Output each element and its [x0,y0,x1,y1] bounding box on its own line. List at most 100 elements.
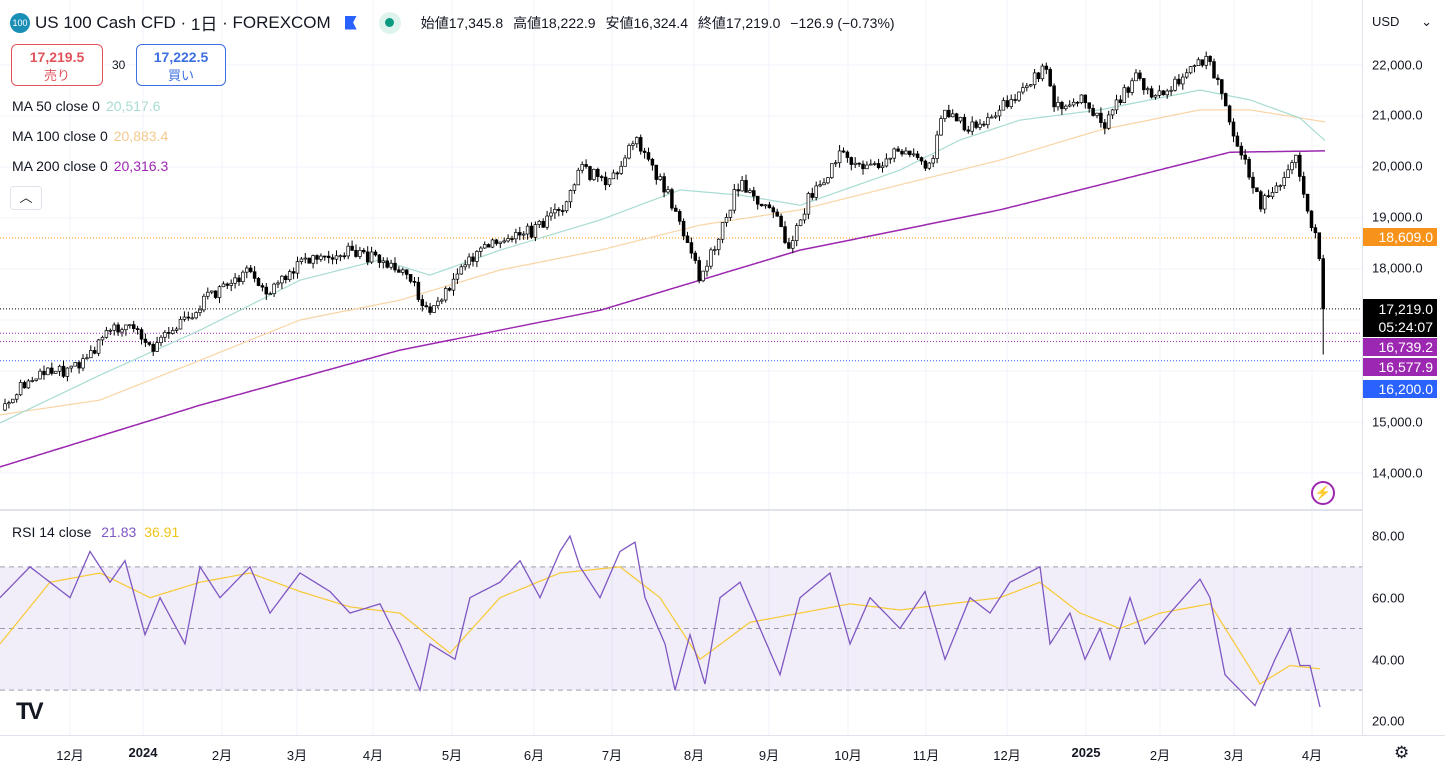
candle-body [560,210,565,212]
price-tick: 14,000.0 [1372,465,1423,481]
collapse-legend-button[interactable]: ︿ [10,186,42,210]
candle-body [950,113,955,118]
ma50-line [0,89,1326,424]
candle-body [1087,102,1091,109]
ma100-legend[interactable]: MA 100 close 0 20,883.4 [12,128,169,144]
interval[interactable]: 1日 [190,15,218,34]
candle-body [311,255,315,264]
rsi-ma-line [0,566,1321,685]
ma50-legend[interactable]: MA 50 close 0 20,517.6 [12,98,161,114]
candle-body [455,273,460,280]
rsi-tick: 80.00 [1372,528,1405,544]
candle-body [404,269,409,275]
candle-body [330,257,335,260]
candle-body [841,150,846,153]
candle-body [397,269,401,273]
candle-body [837,150,842,164]
sell-button[interactable]: 17,219.5 売り [11,44,103,86]
candle-body [139,329,144,340]
candle-body [701,270,705,282]
candle-body [654,164,659,180]
candle-body [833,162,838,165]
ma200-legend[interactable]: MA 200 close 0 20,316.3 [12,158,169,174]
candle-body [533,224,538,238]
price-chart[interactable] [0,0,1362,735]
candle-body [736,189,740,192]
candle-body [748,190,752,193]
rsi-legend[interactable]: RSI 14 close 21.83 36.91 [12,524,180,540]
candle-body [233,277,237,284]
symbol-name[interactable]: US 100 Cash CFD [35,12,176,32]
candle-body [26,380,31,389]
candle-body [599,176,604,178]
time-tick: 2025 [1071,745,1101,760]
candle-body [716,238,721,250]
candle-body [358,249,362,257]
candle-body [1200,59,1205,66]
candle-body [572,184,577,191]
candle-body [631,143,635,146]
candle-body [38,370,42,380]
candle-body [14,394,19,400]
candle-body [241,271,245,283]
candle-body [213,290,218,298]
candle-body [1204,55,1208,66]
candle-body [596,168,600,177]
time-tick: 8月 [683,748,705,763]
candle-body [989,116,994,119]
candle-body [674,207,678,212]
candle-body [666,189,670,193]
ma-price-tag: 16,577.9 [1363,358,1437,376]
candle-body [623,157,627,167]
symbol-logo-icon: 100 [10,12,30,33]
candle-body [549,212,553,217]
candle-body [155,342,159,352]
candle-body [440,299,444,302]
candle-body [564,201,569,212]
candle-body [510,238,514,240]
candle-body [615,172,620,175]
lightning-icon[interactable]: ⚡ [1311,481,1335,505]
candle-body [1017,91,1021,101]
flag-icon[interactable] [344,15,357,30]
time-tick: 2月 [211,748,233,763]
candle-body [206,291,210,297]
ohlc-values: 始値17,345.8 高値18,222.9 安値16,324.4 終値17,21… [420,14,895,31]
candle-body [1301,176,1306,195]
tradingview-logo[interactable]: TV [16,698,44,725]
candle-body [1142,78,1146,91]
buy-button[interactable]: 17,222.5 買い [136,44,226,86]
time-tick: 6月 [523,748,545,763]
time-tick: 7月 [601,748,623,763]
candle-body [494,239,499,244]
candle-body [1313,227,1318,234]
price-tick: 22,000.0 [1372,57,1423,73]
candle-body [377,254,382,263]
currency-select[interactable]: USD ⌄ [1372,14,1432,29]
candle-body [350,245,354,251]
candle-body [252,271,257,279]
candle-body [755,195,760,205]
candle-body [857,162,861,165]
candle-body [1009,99,1013,107]
price-axis[interactable] [1362,0,1445,735]
price-tick: 15,000.0 [1372,414,1423,430]
alert-price-tag[interactable]: 18,609.0 [1363,228,1437,246]
exchange: FOREXCOM [232,12,331,32]
candle-body [221,283,226,288]
candle-body [1064,105,1068,110]
candle-body [732,189,737,211]
candle-body [802,213,807,221]
time-axis[interactable]: 12月 2024 2月 3月 4月 5月 6月 7月 8月 9月 10月 11月 12月 2025 2月 3月… [0,735,1445,768]
candle-body [393,262,397,271]
support-price-tag[interactable]: 16,200.0 [1363,380,1437,398]
candle-body [256,278,261,286]
candle-body [1196,59,1201,67]
market-status-icon[interactable] [378,11,401,34]
settings-gear-icon[interactable]: ⚙ [1394,743,1410,762]
candle-body [1305,193,1310,212]
candle-body [307,257,311,264]
candle-body [1130,80,1134,93]
candle-body [401,269,405,273]
candle-body [1278,185,1283,187]
